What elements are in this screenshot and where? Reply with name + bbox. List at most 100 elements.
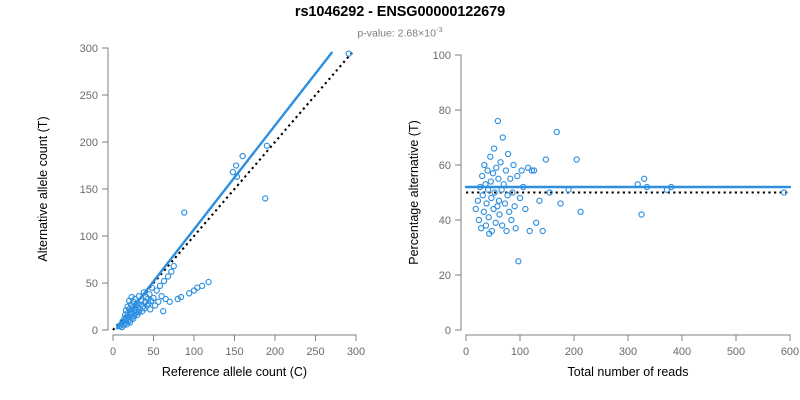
data-point: [205, 278, 212, 286]
data-point: [668, 183, 675, 191]
data-point: [510, 161, 517, 169]
x-axis-tick-label: 100: [511, 346, 529, 358]
data-point: [643, 183, 651, 191]
data-point: [573, 156, 580, 163]
x-axis-title: Total number of reads: [568, 365, 689, 379]
y-axis-title: Alternative allele count (T): [36, 116, 50, 261]
data-point: [506, 208, 513, 215]
data-point: [634, 181, 641, 188]
p-value-text: p-value: 2.68×10: [357, 27, 436, 40]
fit-line: [115, 51, 333, 330]
data-point: [489, 170, 497, 177]
y-axis-tick-label: 80: [439, 105, 451, 117]
data-point: [487, 153, 494, 160]
x-axis-line: [465, 334, 791, 341]
x-axis-tick-label: 500: [727, 346, 745, 358]
data-point: [233, 173, 241, 180]
data-point: [546, 189, 553, 196]
x-axis-tick-label: 200: [565, 346, 583, 358]
y-axis-tick-label: 0: [445, 325, 451, 337]
data-point: [528, 167, 536, 174]
data-point: [553, 128, 560, 136]
data-point: [484, 167, 491, 174]
data-point: [508, 216, 515, 224]
data-points-group: [116, 50, 352, 331]
data-point: [638, 211, 645, 218]
data-point: [170, 262, 177, 270]
data-point: [198, 282, 206, 289]
y-axis-title: Percentage alternative (T): [407, 120, 421, 265]
x-axis-tick-label: 600: [781, 346, 799, 358]
y-axis-tick-label: 50: [86, 278, 98, 290]
data-point: [229, 168, 237, 176]
y-axis-line: [102, 47, 109, 331]
data-point: [482, 222, 490, 229]
data-point: [160, 308, 167, 315]
data-point: [476, 183, 484, 191]
p-value-subtitle: p-value: 2.68×10-3: [0, 25, 800, 40]
x-axis-tick-label: 50: [147, 346, 159, 358]
data-point: [177, 293, 185, 301]
x-axis-tick-label: 400: [673, 346, 691, 358]
data-point: [499, 222, 506, 229]
data-point: [477, 225, 485, 232]
data-point: [495, 197, 503, 204]
data-point: [514, 172, 521, 180]
data-point: [499, 134, 506, 141]
data-point: [232, 162, 240, 169]
data-point: [518, 167, 525, 174]
allele-counts-plot: 0 50 100 150 200 250 300 Reference allele count…: [36, 43, 365, 379]
x-axis-tick-label: 150: [225, 346, 243, 358]
data-point: [502, 167, 510, 174]
data-point: [533, 219, 540, 226]
data-point: [263, 142, 271, 149]
p-value-exponent: -3: [435, 25, 443, 34]
data-points-group: [472, 117, 788, 265]
page-title: rs1046292 - ENSG00000122679: [294, 4, 506, 20]
y-axis-tick-label: 20: [439, 270, 451, 282]
data-point: [239, 152, 246, 160]
data-point: [166, 298, 173, 305]
x-axis-tick-label: 250: [306, 346, 324, 358]
data-point: [482, 181, 489, 188]
data-point: [504, 150, 512, 158]
data-point: [536, 197, 543, 204]
data-point: [155, 298, 162, 305]
x-axis-tick-label: 0: [463, 346, 469, 358]
data-point: [496, 211, 503, 218]
data-point: [487, 178, 495, 185]
x-axis-line: [112, 334, 357, 341]
data-point: [498, 186, 505, 193]
data-point: [516, 194, 524, 202]
data-point: [484, 186, 492, 193]
data-point: [150, 294, 157, 302]
data-point: [480, 208, 487, 215]
data-point: [151, 302, 159, 309]
data-point: [526, 227, 533, 235]
data-point: [472, 205, 479, 213]
data-point: [160, 277, 168, 285]
data-point: [488, 227, 496, 235]
data-point: [140, 289, 147, 296]
data-point: [497, 159, 504, 166]
data-point: [577, 208, 584, 215]
data-point: [494, 117, 502, 125]
data-point: [493, 164, 500, 171]
data-point: [490, 145, 498, 152]
data-point: [485, 214, 492, 221]
data-point: [500, 181, 507, 188]
data-point: [168, 268, 175, 275]
data-point: [130, 315, 137, 322]
data-point: [512, 225, 519, 232]
data-point: [501, 200, 509, 207]
y-axis-line: [455, 54, 462, 331]
data-point: [474, 197, 482, 204]
x-axis-title: Reference allele count (C): [162, 365, 307, 379]
data-point: [565, 186, 572, 193]
x-axis-tick-label: 300: [347, 346, 365, 358]
data-point: [138, 297, 145, 305]
data-point: [164, 273, 172, 280]
data-point: [345, 50, 352, 57]
data-point: [520, 183, 527, 191]
